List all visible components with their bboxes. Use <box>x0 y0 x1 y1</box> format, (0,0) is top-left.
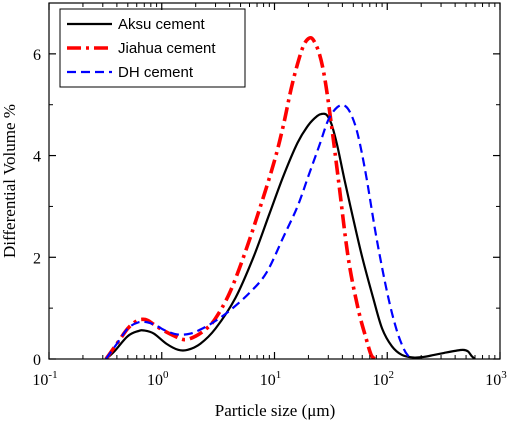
x-tick-label: 100 <box>147 369 169 389</box>
legend-box <box>59 8 246 88</box>
x-tick-label: 103 <box>485 369 507 389</box>
y-axis-title: Differential Volume % <box>0 104 19 258</box>
series-line-jiahua-cement <box>104 35 377 359</box>
legend: Aksu cement Jiahua cement DH cement <box>59 8 246 88</box>
y-tick-label: 6 <box>33 47 41 64</box>
x-tick-label: 102 <box>373 369 395 389</box>
series-layer <box>104 35 476 359</box>
series-line-aksu-cement <box>105 112 476 359</box>
legend-label: Jiahua cement <box>118 40 216 57</box>
x-tick-label: 101 <box>260 369 282 389</box>
legend-label: DH cement <box>118 64 194 81</box>
series-line-dh-cement <box>105 103 413 359</box>
x-axis-title: Particle size (μm) <box>215 401 336 420</box>
x-tick-label: 10-1 <box>32 369 57 389</box>
y-tick-label: 4 <box>33 149 41 166</box>
legend-label: Aksu cement <box>118 16 206 33</box>
y-tick-label: 2 <box>33 250 41 267</box>
y-tick-label: 0 <box>33 352 41 369</box>
